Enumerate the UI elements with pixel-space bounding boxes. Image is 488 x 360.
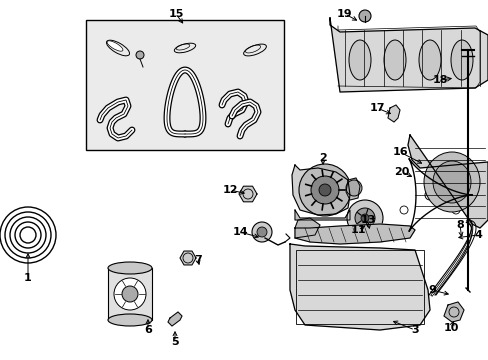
Circle shape (424, 190, 434, 200)
Text: 17: 17 (368, 103, 384, 113)
Ellipse shape (450, 40, 472, 80)
Text: 5: 5 (171, 337, 179, 347)
Text: 4: 4 (473, 230, 481, 240)
Text: 8: 8 (455, 220, 463, 230)
Bar (86, 20, 284, 150)
Ellipse shape (383, 40, 405, 80)
Polygon shape (294, 224, 414, 244)
Polygon shape (291, 165, 349, 215)
Text: 9: 9 (427, 285, 435, 295)
Text: 6: 6 (144, 325, 152, 335)
Circle shape (346, 180, 361, 196)
Ellipse shape (108, 262, 152, 274)
Polygon shape (407, 135, 487, 228)
Ellipse shape (108, 314, 152, 326)
Circle shape (251, 222, 271, 242)
Circle shape (310, 176, 338, 204)
Ellipse shape (107, 41, 122, 51)
Bar (295, 250, 423, 324)
Text: 16: 16 (391, 147, 407, 157)
Text: 2: 2 (319, 153, 326, 163)
Polygon shape (294, 218, 319, 238)
Ellipse shape (432, 161, 470, 203)
Polygon shape (289, 244, 429, 330)
Polygon shape (239, 186, 257, 202)
Text: 7: 7 (194, 255, 202, 265)
Circle shape (114, 278, 146, 310)
Ellipse shape (348, 40, 370, 80)
Polygon shape (168, 312, 182, 326)
Polygon shape (294, 210, 349, 220)
Text: 10: 10 (443, 323, 458, 333)
Text: 13: 13 (360, 215, 375, 225)
Circle shape (136, 51, 143, 59)
Text: 15: 15 (168, 9, 183, 19)
Bar (108, 268, 152, 320)
Polygon shape (346, 178, 359, 200)
Polygon shape (180, 251, 196, 265)
Text: 20: 20 (393, 167, 409, 177)
Text: 1: 1 (24, 273, 32, 283)
Circle shape (257, 227, 266, 237)
Text: 18: 18 (431, 75, 447, 85)
Ellipse shape (418, 40, 440, 80)
Polygon shape (387, 105, 399, 122)
Text: 11: 11 (349, 225, 365, 235)
Circle shape (358, 10, 370, 22)
Circle shape (354, 208, 374, 228)
Circle shape (318, 184, 330, 196)
Polygon shape (329, 18, 487, 92)
Polygon shape (443, 302, 463, 322)
Ellipse shape (423, 152, 479, 212)
Text: 12: 12 (222, 185, 237, 195)
Circle shape (360, 214, 368, 222)
Circle shape (346, 200, 382, 236)
Text: 3: 3 (410, 325, 418, 335)
Text: 14: 14 (232, 227, 247, 237)
Text: 19: 19 (337, 9, 352, 19)
Circle shape (122, 286, 138, 302)
Circle shape (298, 164, 350, 216)
